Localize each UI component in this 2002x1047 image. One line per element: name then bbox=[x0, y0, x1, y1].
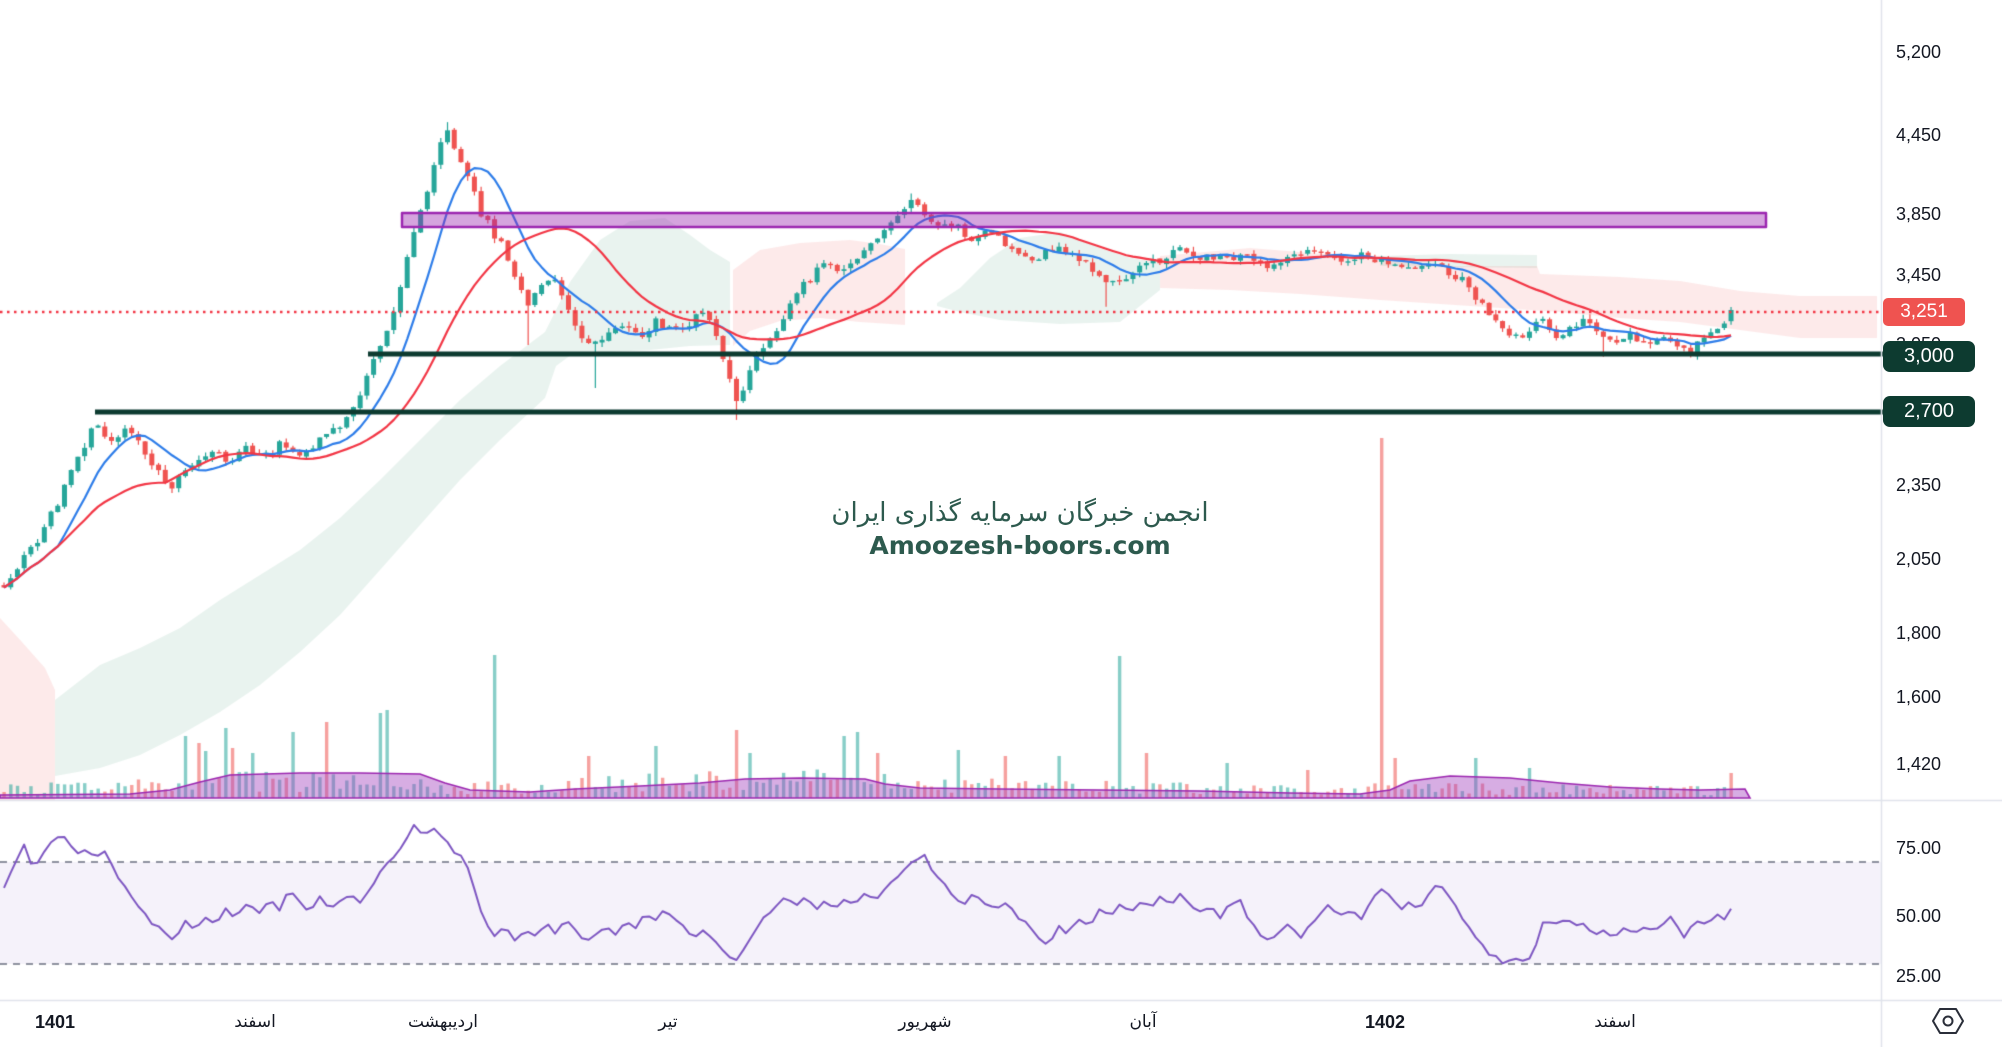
time-tick-month: آبان bbox=[1129, 1012, 1157, 1031]
price-tick: 4,450 bbox=[1896, 125, 1942, 145]
price-tick: 1,420 bbox=[1896, 754, 1942, 774]
price-tick: 1,800 bbox=[1896, 623, 1942, 643]
price-tick: 2,350 bbox=[1896, 475, 1942, 495]
time-tick-year: 1402 bbox=[1364, 1012, 1406, 1032]
watermark-line-latin: Amoozesh-boors.com bbox=[869, 531, 1171, 561]
time-tick-month: تیر bbox=[658, 1012, 678, 1031]
price-tick: 3,450 bbox=[1896, 265, 1942, 285]
support-level-label: 2,700 bbox=[1883, 396, 1975, 427]
price-tick: 5,200 bbox=[1896, 42, 1942, 62]
price-tick: 2,050 bbox=[1896, 549, 1942, 569]
time-tick-month: اسفند bbox=[234, 1012, 276, 1031]
support-level-label: 3,000 bbox=[1883, 341, 1975, 372]
rsi-tick: 25.00 bbox=[1896, 966, 1942, 986]
time-tick-year: 1401 bbox=[34, 1012, 76, 1032]
time-tick-month: اسفند bbox=[1594, 1012, 1636, 1031]
watermark: انجمن خبرگان سرمایه گذاری ایران Amoozesh… bbox=[831, 498, 1208, 561]
last-price-label: 3,251 bbox=[1883, 298, 1965, 326]
price-tick: 3,850 bbox=[1896, 204, 1942, 224]
time-tick-month: شهریور bbox=[898, 1012, 952, 1031]
rsi-tick: 50.00 bbox=[1896, 906, 1942, 926]
hexagon-logo-icon[interactable] bbox=[1930, 1005, 1966, 1037]
watermark-line-persian: انجمن خبرگان سرمایه گذاری ایران bbox=[831, 498, 1209, 528]
rsi-tick: 75.00 bbox=[1896, 838, 1942, 858]
time-tick-month: اردیبهشت bbox=[407, 1012, 479, 1031]
price-tick: 1,600 bbox=[1896, 687, 1942, 707]
